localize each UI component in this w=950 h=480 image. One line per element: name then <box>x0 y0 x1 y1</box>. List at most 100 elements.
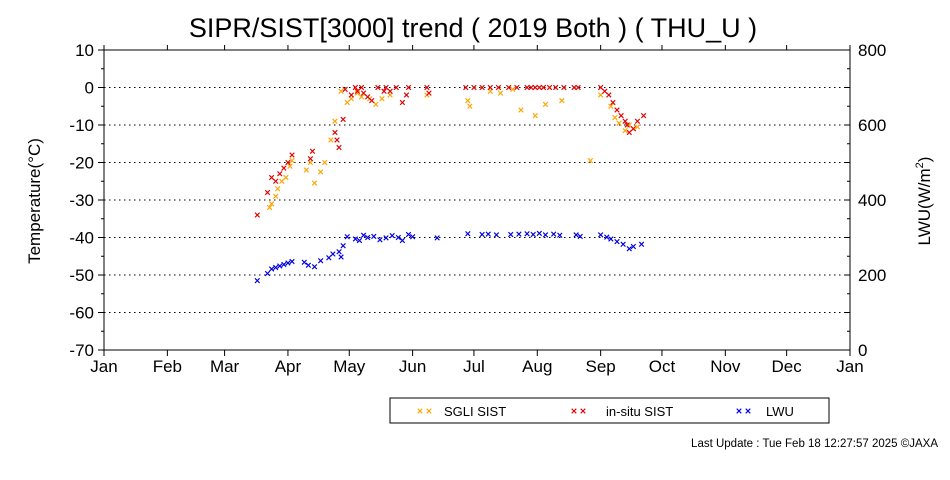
x-tick-label: May <box>333 357 366 376</box>
lwu-point <box>405 231 412 238</box>
in-situ-sist-point <box>403 92 410 98</box>
in-situ-sist-point <box>561 84 567 91</box>
legend-box <box>389 397 830 424</box>
lwu-point <box>516 231 522 237</box>
sgli-sist-point <box>587 157 594 164</box>
lwu-point <box>597 232 604 238</box>
sgli-sist-point <box>272 193 279 199</box>
in-situ-sist-point <box>634 118 641 124</box>
x-tick-label: Apr <box>275 357 302 376</box>
lwu-point <box>395 234 402 241</box>
sgli-sist-point <box>268 201 275 207</box>
x-tick-label: Sep <box>586 357 616 376</box>
in-situ-sist-point <box>626 129 632 136</box>
legend-in-situ-sist: in-situ SIST <box>571 404 673 419</box>
y-tick-label: -70 <box>69 341 94 360</box>
in-situ-sist-point <box>332 129 338 136</box>
lwu-point <box>364 234 371 241</box>
y2-tick-label: 0 <box>858 341 867 360</box>
sgli-sist-point <box>289 157 295 164</box>
chart-title: SIPR/SIST[3000] trend ( 2019 Both ) ( TH… <box>189 13 757 43</box>
in-situ-sist-point <box>307 156 314 162</box>
in-situ-sist-point <box>254 212 260 218</box>
lwu-point <box>434 235 440 241</box>
y-tick-label: -20 <box>69 154 94 173</box>
y-tick-label: 10 <box>75 41 94 60</box>
in-situ-sist-point <box>602 88 608 94</box>
lwu-point <box>356 237 363 244</box>
y-tick-label: -30 <box>69 191 94 210</box>
lwu-point <box>508 231 514 238</box>
lwu-point <box>577 233 583 240</box>
x-tick-label: Aug <box>522 357 552 376</box>
lwu-point <box>485 231 491 237</box>
in-situ-sist-point <box>552 84 559 91</box>
in-situ-sist-point <box>309 148 316 154</box>
sgli-sist-point <box>497 90 504 96</box>
in-situ-sist-point <box>624 122 630 128</box>
sgli-sist-point <box>597 92 604 98</box>
in-situ-sist-point <box>487 84 493 91</box>
in-situ-sist-point <box>546 84 553 91</box>
sgli-sist-point <box>328 137 334 143</box>
lwu-point <box>289 258 295 265</box>
sgli-sist-point <box>634 124 641 130</box>
y2-tick-label: 400 <box>858 191 886 210</box>
legend: SGLI SIST in-situ SIST LWU <box>389 397 830 424</box>
sgli-sist-point <box>283 174 289 181</box>
in-situ-sist-point <box>272 178 279 184</box>
in-situ-sist-point <box>342 86 348 93</box>
in-situ-sist-point <box>528 84 534 91</box>
sgli-sist-point <box>626 122 632 128</box>
lwu-point <box>383 235 389 241</box>
y-tick-label: -60 <box>69 304 94 323</box>
legend-marker <box>426 408 432 414</box>
x-tick-label: Jun <box>399 357 426 376</box>
y-tick-label: 0 <box>85 79 94 98</box>
lwu-point <box>301 259 307 265</box>
x-tick-label: Dec <box>772 357 803 376</box>
in-situ-sist-point <box>524 84 530 91</box>
sgli-sist-point <box>332 118 338 124</box>
lwu-point <box>272 264 279 271</box>
sgli-sist-point <box>354 90 361 96</box>
in-situ-sist-point <box>399 99 406 106</box>
legend-marker <box>580 408 586 414</box>
in-situ-sist-point <box>463 84 469 91</box>
lwu-point <box>311 264 318 270</box>
lwu-point <box>285 260 291 266</box>
in-situ-sist-point <box>536 84 543 91</box>
lwu-point <box>409 234 416 240</box>
y-tick-label: -10 <box>69 116 94 135</box>
lwu-point <box>344 234 350 240</box>
sgli-sist-point <box>518 107 524 113</box>
last-update-text: Last Update : Tue Feb 18 12:27:57 2025 ©… <box>691 438 938 450</box>
right-axis-ticks: 800 600 400 200 0 <box>847 41 886 360</box>
lwu-point <box>340 243 346 249</box>
x-tick-label: Oct <box>649 357 676 376</box>
sgli-sist-point <box>465 97 471 104</box>
lwu-point <box>542 232 549 238</box>
in-situ-sist-point <box>334 137 340 143</box>
in-situ-sist-point <box>495 84 502 91</box>
lwu-point <box>493 232 500 238</box>
in-situ-sist-point <box>597 84 604 91</box>
lwu-point <box>479 231 485 238</box>
left-axis-ticks: 10 0 -10 -20 -30 -40 -50 -60 -70 <box>69 41 850 360</box>
in-situ-sist-point <box>369 97 375 104</box>
lwu-point <box>530 231 536 238</box>
lwu-point <box>268 266 275 272</box>
x-tick-label: Jan <box>90 357 117 376</box>
lwu-point <box>336 249 342 255</box>
in-situ-sist-point <box>381 88 387 94</box>
in-situ-sist-point <box>352 84 359 91</box>
in-situ-sist-point <box>640 112 647 119</box>
lwu-point <box>638 241 645 247</box>
in-situ-sist-point <box>618 112 624 119</box>
in-situ-sist-point <box>264 189 271 196</box>
lwu-point <box>524 231 530 237</box>
lwu-point <box>604 234 610 240</box>
lwu-point <box>254 277 260 284</box>
y-tick-label: -50 <box>69 266 94 285</box>
